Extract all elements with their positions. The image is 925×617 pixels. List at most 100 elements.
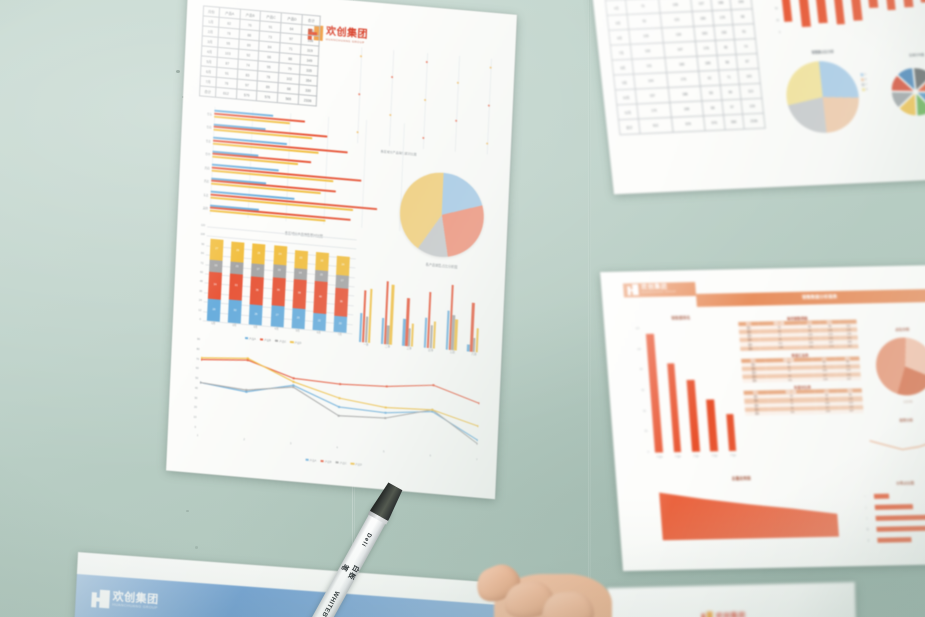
wall-speck	[176, 70, 180, 73]
bar-value: 36	[276, 289, 280, 293]
table-cell: 111	[766, 377, 814, 383]
stacked-bar: 22 40 15 22	[312, 236, 329, 331]
line-marker	[432, 384, 435, 387]
bar-segment: 38	[292, 278, 307, 310]
rm-bars: 产品A 产品B 产品C 产品D 产品E	[640, 327, 742, 459]
main-cluster-chart[interactable]: 一季 二季 三季 四季 五期 六期	[350, 269, 493, 363]
axis-tick-label: 四季	[428, 349, 434, 353]
bar-value: 34	[213, 283, 217, 287]
bar	[884, 0, 897, 11]
poster-main[interactable]: 欢创集团 HUANCHUANG GROUP 月份 产品A 产品B 产品C 产品D…	[165, 0, 518, 500]
legend-swatch	[305, 458, 309, 462]
rm-tables[interactable]: 单月销售明细 项目 销售金额 占比 同比 项1 43 66 89 112 项2 60 83 106 129…	[738, 315, 864, 416]
axis-tick-label: 24	[198, 299, 202, 303]
bar-segment: 27	[270, 305, 285, 328]
bar-segment: 27	[209, 238, 224, 261]
bar	[873, 493, 890, 499]
poster-right-middle[interactable]: 欢创集团 HUANCHUANG GROUP 销售数据分析报表 销售额排名 产品A…	[600, 264, 925, 572]
table-cell: 项5	[745, 410, 770, 416]
legend-swatch	[259, 338, 264, 341]
line-marker	[477, 425, 480, 428]
legend-swatch	[860, 78, 865, 82]
hand	[470, 556, 620, 617]
bar-segment: 35	[249, 276, 265, 306]
rm-pie-chart[interactable]: 占比分析 占比分析	[863, 327, 925, 410]
main-stacked-chart[interactable]: 28 34 16 27 30 33 15 26 26 35 17 25 27 36 16 24 25 38 14 23…	[184, 224, 358, 348]
axis-tick-label: 12	[198, 308, 202, 312]
table-cell: 87	[736, 53, 759, 70]
legend-swatch	[350, 462, 355, 466]
legend-swatch	[860, 73, 864, 77]
bar-segment: 33	[229, 273, 244, 301]
rm-pie-caption: 占比分析	[902, 400, 913, 404]
table-cell: 2336	[298, 94, 317, 107]
bar-segment: 24	[272, 245, 287, 266]
rm-table-1[interactable]: 项目 销售金额 占比 同比 项1 43 66 89 112 项2 60 83 106 129 项3 77 100…	[738, 319, 859, 351]
table-cell: 113	[739, 83, 762, 100]
table-cell: 55	[700, 85, 722, 102]
bar-value: 17	[256, 268, 260, 272]
table-cell: 131	[632, 57, 667, 75]
bar-value: 14	[298, 271, 302, 275]
axis-tick-label: 其他	[202, 207, 208, 211]
bar-segment: 16	[272, 264, 286, 279]
tr-bar-chart[interactable]: 月度销售额统计 0255075100	[763, 0, 925, 45]
rm-table-3[interactable]: 项目 销售金额 占比 同比 项1 43 66 89 项2 60 83 106 项3 77 100 123 项4 9…	[743, 388, 864, 416]
axis-tick-label: 30	[194, 396, 198, 400]
rm-line-chart[interactable]: 趋势分析	[860, 416, 925, 476]
axis-tick-label: 70	[196, 357, 200, 361]
rm-hbar-title: 分项占比图	[895, 481, 915, 486]
h-logo-mark	[91, 589, 111, 609]
bar	[726, 413, 737, 452]
table-cell: 134	[813, 377, 838, 382]
main-cluster-bars	[356, 274, 491, 353]
legend-item: 产品D	[290, 340, 301, 345]
main-pie-caption: 各产品销售占比分析图	[425, 262, 458, 270]
rm-bar-chart[interactable]: 销售额排名 产品A 产品B 产品C 产品D 产品E 0 20 40 60 80 100 120	[626, 315, 748, 467]
line-marker	[198, 381, 202, 384]
line-marker	[292, 377, 295, 380]
axis-tick-label: 36	[199, 289, 203, 293]
bar-value: 15	[235, 265, 239, 269]
rm-area-chart[interactable]: 总量走势图	[642, 475, 847, 561]
axis-tick-label: 90	[197, 337, 201, 342]
tr-data-table[interactable]: 月份 销售数量 销售金额 成本 毛利 合计 1月4069981271562月53…	[599, 0, 766, 135]
stacked-bar: 27 36 16 24	[270, 232, 287, 328]
area-series	[659, 492, 840, 541]
poster-top-right[interactable]: 欢创集团 HUANCHUANG GROUP 月份 销售数量 销售金额 成本 毛利…	[585, 0, 925, 195]
stacked-bar: 26 35 17 25	[249, 230, 266, 326]
table-cell: 61	[732, 23, 756, 40]
rm-line-title: 趋势分析	[899, 418, 914, 423]
bar-segment: 30	[227, 298, 243, 324]
table-cell: 197	[841, 344, 859, 349]
table-cell: 合计	[199, 85, 216, 98]
bar	[209, 206, 351, 222]
table-cell: 579	[671, 115, 706, 133]
axis-tick-label: 0	[647, 450, 650, 454]
bar	[780, 0, 793, 22]
table-cell: 45	[715, 39, 737, 56]
main-data-table[interactable]: 月份 产品A 产品B 产品C 产品D 合计 1月 82 76 91 64 313 2月 78 8…	[199, 5, 321, 107]
poster-bottom-right[interactable]: 欢创集团	[607, 581, 857, 617]
bar	[832, 0, 846, 25]
line-marker	[384, 416, 387, 420]
bar-value: 26	[236, 249, 240, 253]
legend-item: 产品C	[274, 339, 286, 344]
rm-hbar-chart[interactable]: 分项占比图 一二三四五	[853, 480, 925, 558]
bar-segment: 26	[230, 241, 245, 263]
axis-tick-label: 40	[643, 409, 646, 413]
axis-tick-label: 84	[200, 252, 204, 256]
table-cell: 92	[627, 13, 662, 30]
rm-table-2[interactable]: 项目 销售金额 占比 同比 项1 43 66 89 项2 60 83 106 项3 77 100 123 项4 9…	[741, 356, 862, 384]
table-cell: 160	[664, 56, 699, 73]
axis-tick-label: 四	[866, 529, 869, 532]
main-pie-chart[interactable]: 各产品销售占比分析图	[389, 165, 498, 286]
table-cell: 合计	[618, 118, 641, 135]
bar-segment: 36	[271, 276, 286, 307]
stacked-bar: 20 36 17 24	[333, 238, 350, 333]
